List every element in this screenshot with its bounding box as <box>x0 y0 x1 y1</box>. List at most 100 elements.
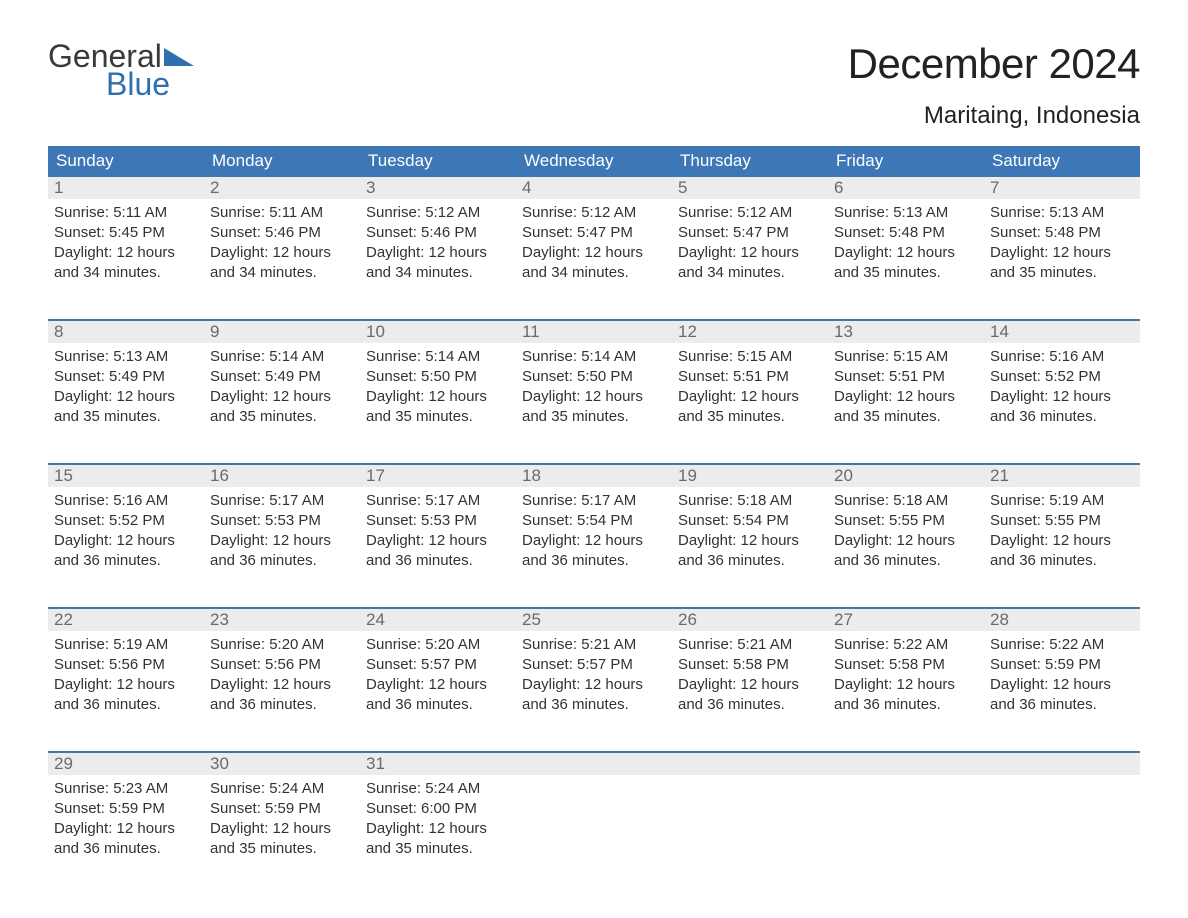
sunset-text: Sunset: 5:49 PM <box>210 367 354 387</box>
daylight-line1: Daylight: 12 hours <box>834 675 978 695</box>
day-header-row: SundayMondayTuesdayWednesdayThursdayFrid… <box>48 146 1140 177</box>
day-number: 2 <box>204 177 360 199</box>
day-number: 30 <box>204 753 360 775</box>
cell-body: Sunrise: 5:18 AMSunset: 5:54 PMDaylight:… <box>672 487 828 574</box>
cell-body: Sunrise: 5:20 AMSunset: 5:56 PMDaylight:… <box>204 631 360 718</box>
sunrise-text: Sunrise: 5:13 AM <box>54 347 198 367</box>
daylight-line1: Daylight: 12 hours <box>54 531 198 551</box>
daylight-line2: and 35 minutes. <box>366 839 510 859</box>
day-number: 27 <box>828 609 984 631</box>
sunrise-text: Sunrise: 5:16 AM <box>54 491 198 511</box>
sunset-text: Sunset: 5:48 PM <box>990 223 1134 243</box>
calendar-cell: 13Sunrise: 5:15 AMSunset: 5:51 PMDayligh… <box>828 321 984 441</box>
sunset-text: Sunset: 5:48 PM <box>834 223 978 243</box>
daylight-line1: Daylight: 12 hours <box>834 531 978 551</box>
calendar: SundayMondayTuesdayWednesdayThursdayFrid… <box>48 146 1140 873</box>
sunset-text: Sunset: 5:54 PM <box>522 511 666 531</box>
daylight-line2: and 36 minutes. <box>366 551 510 571</box>
daylight-line2: and 36 minutes. <box>54 839 198 859</box>
daylight-line2: and 36 minutes. <box>678 551 822 571</box>
daylight-line1: Daylight: 12 hours <box>210 819 354 839</box>
daylight-line1: Daylight: 12 hours <box>834 387 978 407</box>
day-number <box>516 753 672 775</box>
calendar-cell: 17Sunrise: 5:17 AMSunset: 5:53 PMDayligh… <box>360 465 516 585</box>
sunrise-text: Sunrise: 5:12 AM <box>678 203 822 223</box>
sunrise-text: Sunrise: 5:14 AM <box>210 347 354 367</box>
sunrise-text: Sunrise: 5:16 AM <box>990 347 1134 367</box>
sunrise-text: Sunrise: 5:18 AM <box>678 491 822 511</box>
day-number <box>828 753 984 775</box>
calendar-cell: 14Sunrise: 5:16 AMSunset: 5:52 PMDayligh… <box>984 321 1140 441</box>
sunset-text: Sunset: 5:47 PM <box>522 223 666 243</box>
week-row: 29Sunrise: 5:23 AMSunset: 5:59 PMDayligh… <box>48 751 1140 873</box>
sunrise-text: Sunrise: 5:17 AM <box>366 491 510 511</box>
daylight-line1: Daylight: 12 hours <box>54 387 198 407</box>
sunset-text: Sunset: 5:57 PM <box>522 655 666 675</box>
calendar-cell: 21Sunrise: 5:19 AMSunset: 5:55 PMDayligh… <box>984 465 1140 585</box>
daylight-line1: Daylight: 12 hours <box>366 243 510 263</box>
day-number: 18 <box>516 465 672 487</box>
daylight-line1: Daylight: 12 hours <box>522 675 666 695</box>
daylight-line2: and 36 minutes. <box>366 695 510 715</box>
sunset-text: Sunset: 5:51 PM <box>678 367 822 387</box>
calendar-cell: 27Sunrise: 5:22 AMSunset: 5:58 PMDayligh… <box>828 609 984 729</box>
day-header-tuesday: Tuesday <box>360 146 516 177</box>
calendar-cell: 24Sunrise: 5:20 AMSunset: 5:57 PMDayligh… <box>360 609 516 729</box>
sunset-text: Sunset: 5:57 PM <box>366 655 510 675</box>
calendar-cell-empty <box>828 753 984 873</box>
sunset-text: Sunset: 5:45 PM <box>54 223 198 243</box>
day-number: 14 <box>984 321 1140 343</box>
flag-icon <box>164 48 194 68</box>
day-number: 20 <box>828 465 984 487</box>
sunrise-text: Sunrise: 5:11 AM <box>210 203 354 223</box>
sunrise-text: Sunrise: 5:15 AM <box>678 347 822 367</box>
day-number: 11 <box>516 321 672 343</box>
day-number: 1 <box>48 177 204 199</box>
title-block: December 2024 Maritaing, Indonesia <box>848 40 1140 140</box>
day-number: 13 <box>828 321 984 343</box>
sunset-text: Sunset: 5:50 PM <box>366 367 510 387</box>
daylight-line1: Daylight: 12 hours <box>210 387 354 407</box>
sunrise-text: Sunrise: 5:22 AM <box>990 635 1134 655</box>
day-header-sunday: Sunday <box>48 146 204 177</box>
day-number: 22 <box>48 609 204 631</box>
day-header-monday: Monday <box>204 146 360 177</box>
logo-word2: Blue <box>48 68 194 100</box>
calendar-cell-empty <box>984 753 1140 873</box>
cell-body: Sunrise: 5:22 AMSunset: 5:58 PMDaylight:… <box>828 631 984 718</box>
calendar-cell: 22Sunrise: 5:19 AMSunset: 5:56 PMDayligh… <box>48 609 204 729</box>
daylight-line2: and 35 minutes. <box>210 407 354 427</box>
sunset-text: Sunset: 5:59 PM <box>210 799 354 819</box>
day-header-thursday: Thursday <box>672 146 828 177</box>
calendar-cell: 2Sunrise: 5:11 AMSunset: 5:46 PMDaylight… <box>204 177 360 297</box>
cell-body: Sunrise: 5:14 AMSunset: 5:49 PMDaylight:… <box>204 343 360 430</box>
daylight-line2: and 36 minutes. <box>990 695 1134 715</box>
week-row: 8Sunrise: 5:13 AMSunset: 5:49 PMDaylight… <box>48 319 1140 441</box>
calendar-cell: 8Sunrise: 5:13 AMSunset: 5:49 PMDaylight… <box>48 321 204 441</box>
calendar-cell: 18Sunrise: 5:17 AMSunset: 5:54 PMDayligh… <box>516 465 672 585</box>
sunrise-text: Sunrise: 5:19 AM <box>990 491 1134 511</box>
week-row: 22Sunrise: 5:19 AMSunset: 5:56 PMDayligh… <box>48 607 1140 729</box>
weeks-container: 1 Sunrise: 5:11 AM Sunset: 5:45 PM Daylight… <box>48 177 1140 873</box>
daylight-line2: and 36 minutes. <box>522 695 666 715</box>
daylight-line2: and 35 minutes. <box>366 407 510 427</box>
daylight-line2: and 35 minutes. <box>54 407 198 427</box>
day-number: 23 <box>204 609 360 631</box>
day-number: 6 <box>828 177 984 199</box>
cell-body: Sunrise: 5:18 AMSunset: 5:55 PMDaylight:… <box>828 487 984 574</box>
daylight-line2: and 35 minutes. <box>210 839 354 859</box>
sunrise-text: Sunrise: 5:20 AM <box>210 635 354 655</box>
daylight-line2: and 35 minutes. <box>834 407 978 427</box>
calendar-cell: 5Sunrise: 5:12 AMSunset: 5:47 PMDaylight… <box>672 177 828 297</box>
cell-body: Sunrise: 5:15 AMSunset: 5:51 PMDaylight:… <box>828 343 984 430</box>
calendar-cell: 9Sunrise: 5:14 AMSunset: 5:49 PMDaylight… <box>204 321 360 441</box>
sunrise-text: Sunrise: 5:13 AM <box>990 203 1134 223</box>
daylight-line2: and 36 minutes. <box>834 695 978 715</box>
day-number: 28 <box>984 609 1140 631</box>
header: General Blue December 2024 Maritaing, In… <box>48 40 1140 140</box>
sunset-text: Sunset: 5:49 PM <box>54 367 198 387</box>
daylight-line2: and 34 minutes. <box>678 263 822 283</box>
sunset-text: Sunset: 5:51 PM <box>834 367 978 387</box>
daylight-line2: and 36 minutes. <box>522 551 666 571</box>
calendar-cell: 6Sunrise: 5:13 AMSunset: 5:48 PMDaylight… <box>828 177 984 297</box>
